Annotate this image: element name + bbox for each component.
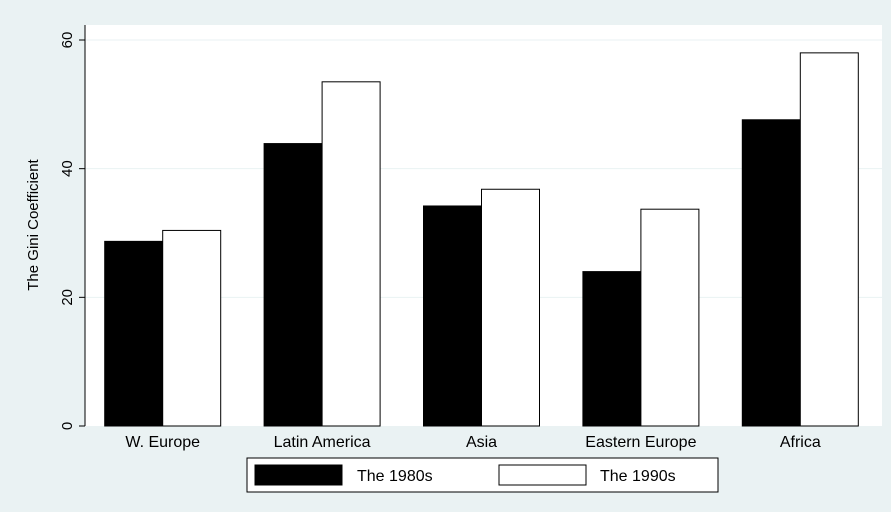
x-tick-label: Asia [466,434,497,451]
y-tick-label: 20 [59,289,76,306]
legend: The 1980s The 1990s [246,457,719,493]
legend-label-1980s: The 1980s [357,468,433,485]
bar-w-europe-1980s [104,240,164,427]
bars [104,52,859,427]
legend-swatch-1990s [498,464,587,486]
x-axis-labels: W. Europe Latin America Asia Eastern Europe… [125,434,820,451]
bar-eastern-europe-1980s [582,271,642,427]
y-axis-ticks: 0 20 40 60 [59,32,85,430]
bar-eastern-europe-1990s [640,208,700,427]
y-tick-label: 40 [59,160,76,177]
bar-africa-1990s [799,52,859,427]
y-axis-label: The Gini Coefficient [25,158,42,290]
x-tick-label: Latin America [274,434,371,451]
y-tick-label: 60 [59,32,76,49]
y-tick-label: 0 [59,422,76,430]
legend-label-1990s: The 1990s [600,468,676,485]
bar-latin-america-1980s [263,143,323,427]
bar-w-europe-1990s [162,229,222,427]
bar-asia-1990s [481,188,540,427]
bar-latin-america-1990s [321,81,381,427]
bar-asia-1980s [423,205,482,427]
x-tick-label: Eastern Europe [585,434,696,451]
bar-africa-1980s [741,119,801,427]
x-tick-label: Africa [780,434,821,451]
legend-swatch-1980s [254,464,343,486]
x-tick-label: W. Europe [125,434,200,451]
